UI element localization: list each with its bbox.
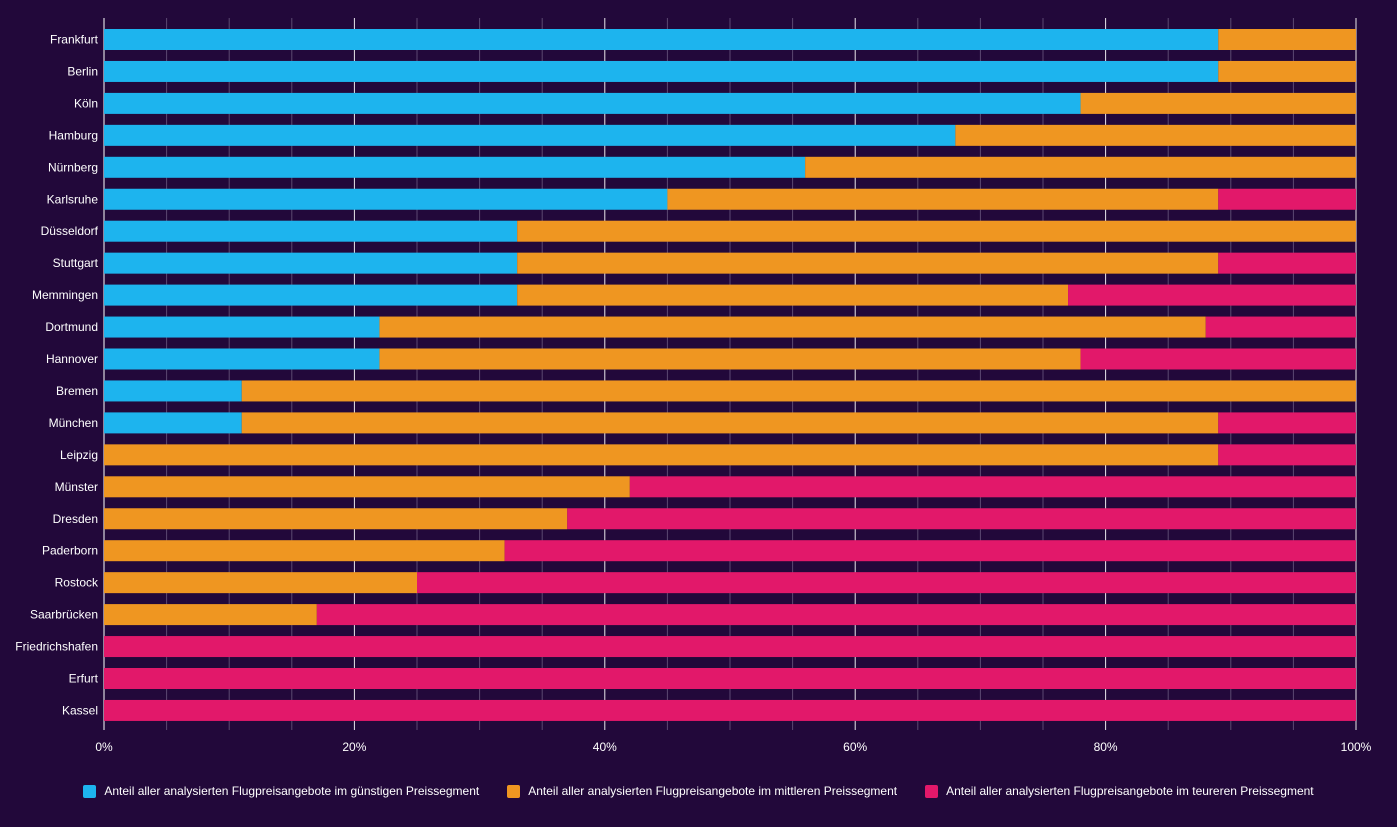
category-label: Köln [74,96,98,110]
x-tick-label: 0% [95,740,113,754]
bar-expensive-12[interactable] [1218,412,1356,434]
category-label: Stuttgart [53,256,99,270]
category-label: Kassel [62,703,98,717]
category-label: München [49,416,98,430]
bar-middle-2[interactable] [1080,92,1356,114]
x-tick-label: 80% [1094,740,1118,754]
bar-cheap-8[interactable] [104,284,518,306]
bar-expensive-10[interactable] [1080,348,1356,370]
bar-cheap-6[interactable] [104,220,518,242]
category-label: Düsseldorf [41,224,99,238]
bar-expensive-7[interactable] [1218,252,1356,274]
legend-item-middle[interactable]: Anteil aller analysierten Flugpreisangeb… [507,784,897,798]
bar-middle-18[interactable] [104,604,317,626]
bar-middle-1[interactable] [1218,60,1356,82]
bar-expensive-17[interactable] [417,572,1356,594]
category-label: Dortmund [45,320,98,334]
bars [104,29,1357,721]
bar-middle-7[interactable] [517,252,1219,274]
bar-cheap-2[interactable] [104,92,1081,114]
legend-label-middle: Anteil aller analysierten Flugpreisangeb… [528,784,898,798]
x-tick-label: 20% [342,740,366,754]
bar-expensive-9[interactable] [1205,316,1356,338]
bar-cheap-10[interactable] [104,348,380,370]
bar-middle-14[interactable] [104,476,630,498]
bar-expensive-19[interactable] [104,636,1356,658]
bar-cheap-3[interactable] [104,124,956,146]
category-label: Hannover [46,352,98,366]
bar-middle-10[interactable] [379,348,1081,370]
bar-expensive-5[interactable] [1218,188,1356,210]
bar-middle-9[interactable] [379,316,1206,338]
bar-middle-0[interactable] [1218,29,1356,50]
category-label: Frankfurt [50,33,99,47]
legend-item-cheap[interactable]: Anteil aller analysierten Flugpreisangeb… [83,784,479,798]
bar-cheap-11[interactable] [104,380,242,402]
category-label: Dresden [53,512,98,526]
category-label: Memmingen [32,288,98,302]
bar-middle-8[interactable] [517,284,1069,306]
category-label: Nürnberg [48,160,98,174]
category-label: Münster [55,480,98,494]
bar-middle-15[interactable] [104,508,568,530]
bar-middle-11[interactable] [241,380,1357,402]
bar-cheap-7[interactable] [104,252,518,274]
bar-cheap-12[interactable] [104,412,242,434]
bar-expensive-8[interactable] [1068,284,1356,306]
bar-cheap-0[interactable] [104,29,1219,50]
bar-expensive-15[interactable] [567,508,1356,530]
bar-middle-17[interactable] [104,572,417,594]
bar-cheap-1[interactable] [104,60,1219,82]
bar-expensive-20[interactable] [104,668,1356,689]
bar-expensive-13[interactable] [1218,444,1356,466]
bar-expensive-18[interactable] [316,604,1357,626]
category-label: Friedrichshafen [15,640,98,654]
category-labels: Frankfurt Berlin Köln Hamburg Nürnberg Karlsr… [15,33,99,718]
category-label: Berlin [67,64,98,78]
category-label: Rostock [55,576,99,590]
legend-swatch-expensive [925,784,939,798]
bar-middle-4[interactable] [805,156,1356,178]
bar-middle-3[interactable] [955,124,1356,146]
category-label: Erfurt [69,672,99,686]
legend-label-expensive: Anteil aller analysierten Flugpreisangeb… [946,784,1314,798]
category-label: Saarbrücken [30,608,98,622]
bar-middle-6[interactable] [517,220,1356,242]
bar-expensive-14[interactable] [629,476,1356,498]
legend-item-expensive[interactable]: Anteil aller analysierten Flugpreisangeb… [925,784,1314,798]
x-tick-label: 60% [843,740,867,754]
legend-swatch-cheap [83,784,97,798]
x-tick-label: 100% [1341,740,1372,754]
bar-expensive-21[interactable] [104,699,1356,721]
bar-middle-16[interactable] [104,540,505,562]
bar-middle-5[interactable] [667,188,1219,210]
category-label: Paderborn [42,544,98,558]
category-label: Bremen [56,384,98,398]
bar-middle-13[interactable] [104,444,1219,466]
category-label: Leipzig [60,448,98,462]
legend: Anteil aller analysierten Flugpreisangeb… [0,784,1397,798]
bar-cheap-5[interactable] [104,188,668,210]
category-label: Hamburg [49,128,98,142]
bar-cheap-4[interactable] [104,156,806,178]
x-tick-label: 40% [593,740,617,754]
legend-label-cheap: Anteil aller analysierten Flugpreisangeb… [104,784,480,798]
bar-expensive-16[interactable] [504,540,1356,562]
legend-swatch-middle [507,784,521,798]
category-label: Karlsruhe [47,192,99,206]
bar-middle-12[interactable] [241,412,1219,434]
x-axis-ticks: 0% 20% 40% 60% 80% 100% [95,740,1371,754]
bar-cheap-9[interactable] [104,316,380,338]
